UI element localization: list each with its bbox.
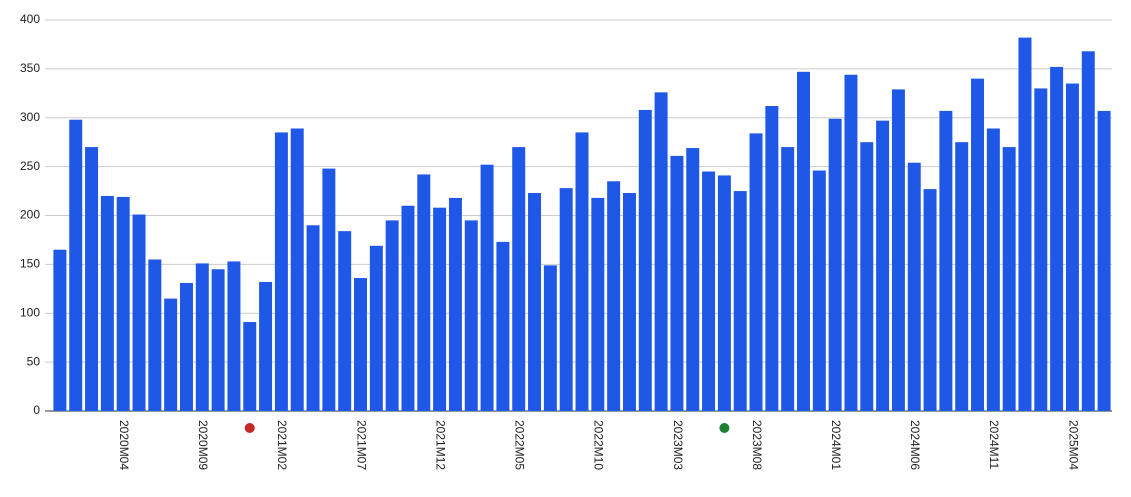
y-tick-label: 150 [20,257,40,271]
bar [575,132,589,411]
y-tick-label: 0 [33,403,40,417]
bar [765,106,779,412]
bar [986,128,1000,411]
bar [828,118,842,411]
bar [939,110,953,411]
bar [749,133,763,411]
bar [702,171,716,411]
bar [955,142,969,411]
bar [1034,88,1048,412]
x-tick-label: 2024M06 [908,420,922,470]
bar [480,164,494,411]
bar [385,220,399,411]
bar [638,109,652,412]
bar [132,214,146,411]
marker-dot [719,423,730,433]
x-tick-label: 2020M04 [117,420,131,470]
bar [116,196,130,411]
x-tick-label: 2020M09 [196,420,210,470]
y-tick-label: 100 [20,305,40,319]
bar [1050,66,1064,412]
x-tick-label: 2021M07 [354,420,368,470]
bar [227,261,241,411]
bar [85,147,99,411]
y-tick-label: 200 [20,208,40,222]
bar [1002,147,1016,411]
bar [274,132,288,411]
bar [844,74,858,412]
bar [543,265,557,411]
bar [290,128,304,411]
bar [164,298,178,411]
bar [1065,83,1079,411]
y-tick-label: 50 [27,354,41,368]
bar [797,71,810,412]
bar [891,89,905,411]
bar [243,322,257,411]
x-tick-label: 2024M11 [987,420,1001,469]
bar [211,269,225,411]
x-tick-label: 2023M08 [750,420,764,470]
bar [591,197,605,411]
bar [622,193,636,411]
y-tick-label: 400 [20,12,40,26]
bar [195,263,209,411]
bar [876,120,890,412]
bar [322,168,336,411]
bar [354,278,367,411]
bar [259,281,273,411]
x-tick-label: 2024M01 [829,420,843,470]
bar [1018,37,1032,411]
bar [148,259,162,411]
bar [923,189,937,411]
marker-dot [244,423,255,433]
x-tick-label: 2025M04 [1066,420,1080,470]
bar [559,188,573,411]
bar [433,207,447,411]
bar [338,231,352,411]
bar [417,174,431,411]
bar [448,197,462,411]
bar [528,193,542,411]
bar [69,119,83,411]
bar [670,155,684,411]
bar [53,249,67,411]
bar [306,225,320,411]
bar [733,191,747,411]
bar [512,147,526,411]
x-tick-label: 2021M12 [433,420,447,470]
y-tick-label: 250 [20,159,40,173]
x-tick-label: 2023M03 [671,420,685,470]
bar [1081,51,1095,411]
bar [654,92,668,412]
bar [100,195,114,411]
x-tick-label: 2021M02 [275,420,289,470]
bar [1097,110,1111,411]
bar [607,181,621,411]
bar [717,175,731,411]
bar [464,220,478,411]
y-tick-label: 350 [20,61,40,75]
bar [496,241,510,411]
bar [812,170,826,411]
bar [860,142,874,411]
x-tick-label: 2022M05 [513,420,527,470]
bar [971,78,985,412]
x-tick-label: 2022M10 [592,420,606,470]
y-tick-label: 300 [20,110,40,124]
bar [401,205,415,411]
bar [907,162,921,411]
bar [369,245,383,411]
bar [686,148,700,412]
bar [179,282,193,411]
bar [781,147,795,411]
